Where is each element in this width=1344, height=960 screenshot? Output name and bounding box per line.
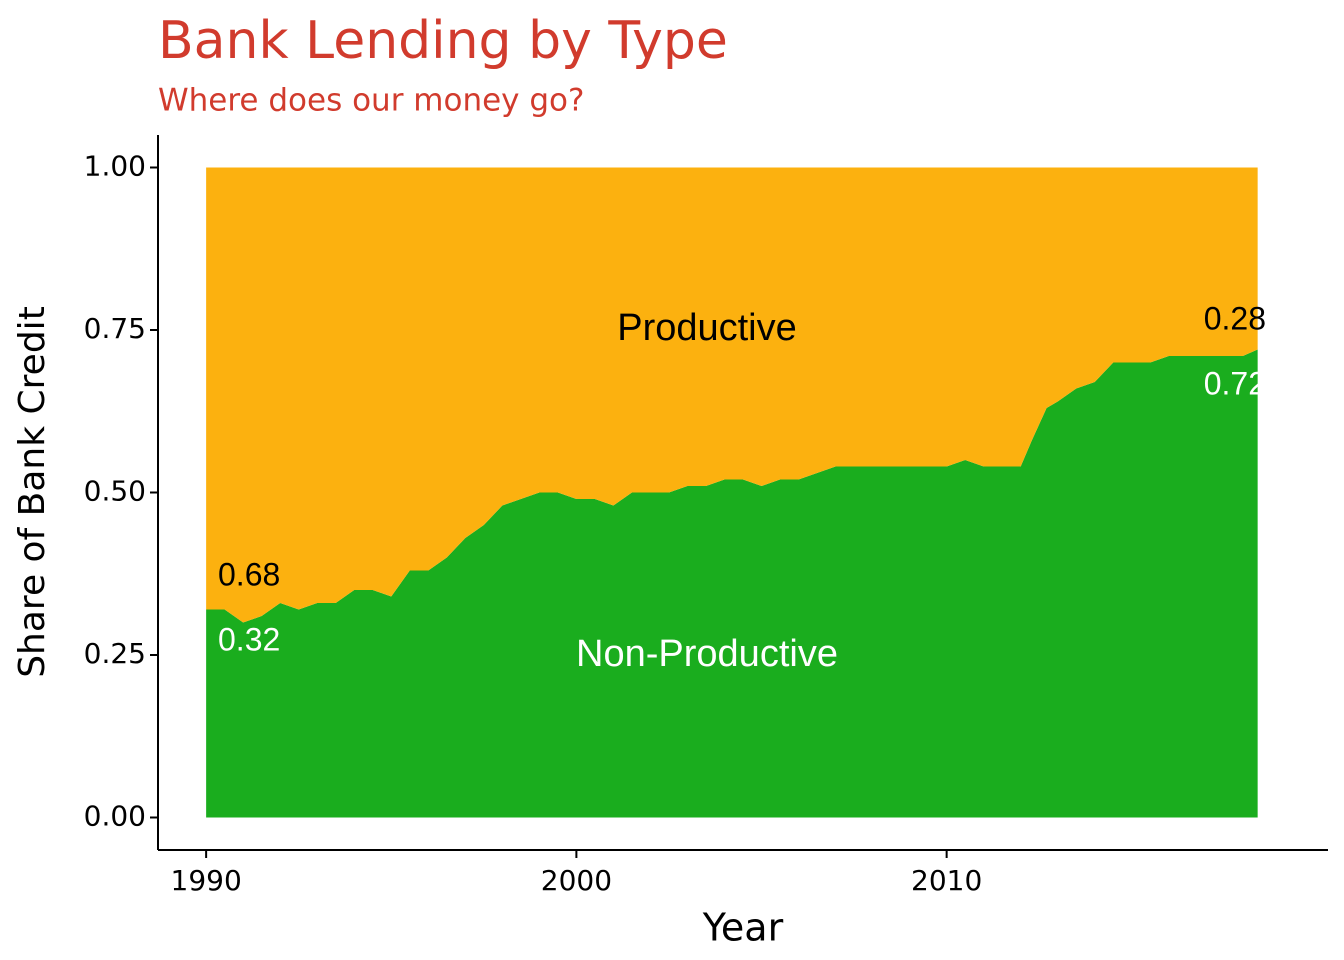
y-tick-label: 0.75 [84,312,146,345]
x-tick-label: 1990 [171,864,242,897]
chart-subtitle: Where does our money go? [158,83,584,119]
annotation: 0.28 [1204,300,1266,336]
annotation: 0.32 [218,621,280,657]
y-tick-label: 1.00 [84,150,146,183]
annotation: 0.68 [218,556,280,592]
annotation: 0.72 [1204,365,1266,401]
x-tick-label: 2000 [541,864,612,897]
chart-title: Bank Lending by Type [158,11,728,71]
y-tick-label: 0.50 [84,475,146,508]
x-tick-label: 2010 [911,864,982,897]
y-tick-label: 0.00 [84,800,146,833]
y-axis-title: Share of Bank Credit [12,306,53,678]
area [206,167,1258,623]
y-tick-label: 0.25 [84,637,146,670]
series-label: Non-Productive [576,633,838,675]
x-axis-title: Year [702,906,784,950]
series-label: Productive [617,307,797,349]
